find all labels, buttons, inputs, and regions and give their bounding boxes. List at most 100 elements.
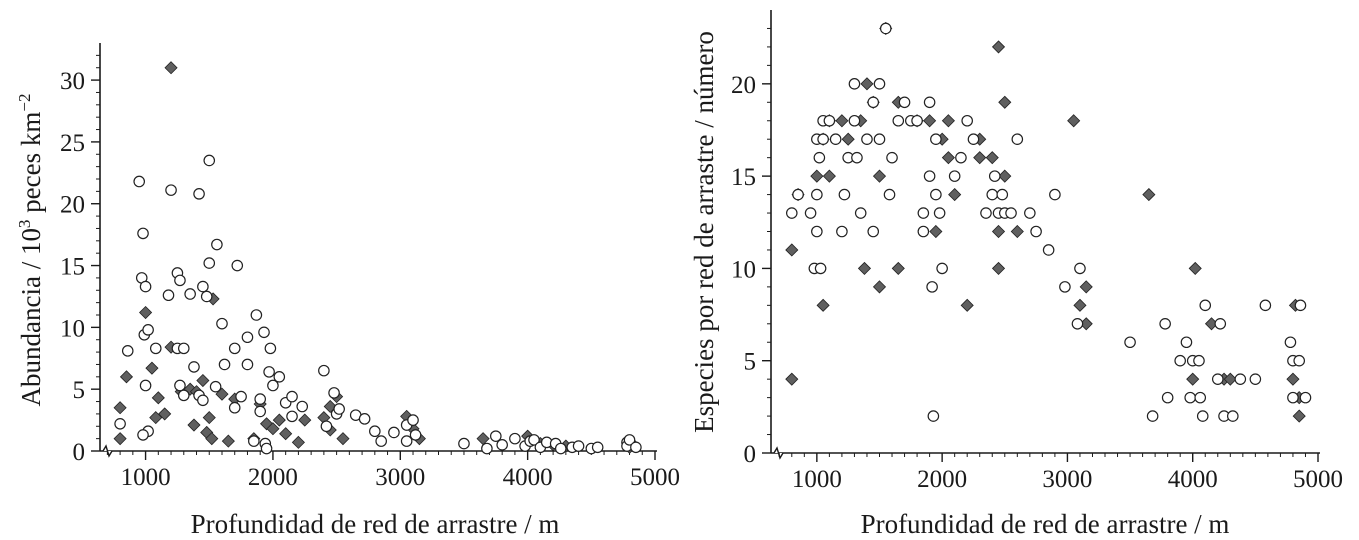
data-point-open-circle [1211, 373, 1224, 385]
y-tick-label: 0 [73, 439, 86, 466]
data-point-open-circle [528, 434, 540, 446]
y-axis-label-exponent: −2 [15, 93, 34, 111]
data-point-open-circle [879, 22, 892, 35]
data-point-open-circle [988, 170, 1001, 182]
chart-species-points [785, 21, 1312, 423]
data-point-filled-diamond [941, 151, 955, 165]
data-point-open-circle [823, 114, 836, 127]
data-point-open-circle [258, 326, 270, 339]
data-point-open-circle [1234, 373, 1247, 385]
data-point-filled-diamond [991, 224, 1006, 239]
data-point-open-circle [218, 358, 231, 371]
data-point-open-circle [1287, 391, 1299, 404]
data-point-open-circle [496, 439, 508, 451]
data-point-filled-diamond [1010, 224, 1024, 239]
data-point-filled-diamond [1223, 372, 1237, 386]
data-point-open-circle [286, 410, 298, 423]
data-point-open-circle [980, 207, 992, 219]
data-point-open-circle [388, 426, 400, 439]
data-point-open-circle [572, 440, 585, 452]
data-point-open-circle [804, 207, 817, 219]
data-point-open-circle [623, 434, 636, 446]
data-point-open-circle [883, 188, 896, 201]
data-point-open-circle [286, 390, 298, 403]
x-tick-label: 3000 [375, 464, 425, 491]
data-point-open-circle [375, 435, 387, 447]
data-point-open-circle [1159, 317, 1171, 330]
data-point-open-circle [996, 188, 1009, 201]
data-point-open-circle [1042, 244, 1055, 256]
data-point-open-circle [851, 151, 863, 164]
data-point-open-circle [814, 262, 827, 275]
data-point-open-circle [886, 151, 898, 164]
data-point-open-circle [955, 151, 967, 164]
chart-species: 1000 2000 3000 4000 5000 0 5 10 15 20 Profundidad… [689, 10, 1343, 539]
chart-abundance-ticks: 1000 2000 3000 4000 5000 0 5 10 15 20 25 30 [60, 54, 680, 491]
y-tick-label: 15 [731, 164, 756, 191]
data-point-open-circle [235, 390, 247, 403]
x-tick-label: 4000 [1168, 466, 1218, 493]
y-axis-label-part: peces km [16, 112, 46, 220]
x-tick-label: 1000 [792, 466, 842, 493]
data-point-open-circle [228, 401, 241, 414]
y-tick-label: 20 [60, 192, 85, 219]
y-axis-label-species: Especies por red de arrastre / número [689, 31, 719, 433]
data-point-open-circle [1174, 354, 1186, 367]
data-point-open-circle [358, 413, 371, 425]
data-point-filled-diamond [202, 411, 216, 425]
data-point-open-circle [481, 442, 493, 455]
data-point-filled-diamond [1188, 261, 1202, 275]
data-point-filled-diamond [1142, 188, 1156, 202]
data-point-open-circle [1194, 391, 1207, 404]
data-point-open-circle [193, 188, 205, 200]
data-point-open-circle [923, 96, 936, 109]
data-point-open-circle [139, 280, 152, 293]
y-tick-label: 10 [60, 315, 85, 342]
data-point-open-circle [260, 442, 273, 455]
data-point-open-circle [149, 342, 162, 355]
data-point-open-circle [1293, 354, 1306, 367]
x-tick-label: 5000 [1293, 466, 1343, 493]
data-point-open-circle [1030, 225, 1042, 238]
y-tick-label: 15 [60, 254, 85, 281]
data-point-filled-diamond [1186, 372, 1200, 386]
y-axis-label-exponent: 3 [15, 220, 34, 229]
data-point-filled-diamond [1079, 280, 1093, 294]
data-point-open-circle [917, 225, 930, 238]
data-point-filled-diamond [841, 132, 855, 146]
data-point-open-circle [785, 207, 798, 219]
data-point-open-circle [203, 154, 216, 167]
data-point-open-circle [174, 379, 186, 392]
x-tick-label: 2000 [248, 464, 298, 491]
data-point-open-circle [263, 366, 275, 378]
data-point-open-circle [184, 288, 196, 300]
data-point-open-circle [811, 225, 823, 238]
data-point-open-circle [930, 133, 942, 146]
data-point-filled-diamond [1067, 114, 1081, 128]
data-point-open-circle [1227, 410, 1239, 422]
data-point-open-circle [967, 133, 980, 146]
axis-break-mark [773, 446, 784, 460]
data-point-open-circle [137, 429, 149, 441]
data-point-open-circle [133, 175, 146, 188]
data-point-open-circle [1005, 207, 1017, 219]
data-point-open-circle [1049, 188, 1061, 201]
y-axis-label-abundance: Abundancia / 103 peces km−2 [15, 93, 46, 406]
data-point-open-circle [216, 317, 228, 330]
data-point-filled-diamond [272, 413, 286, 427]
data-point-filled-diamond [221, 434, 235, 448]
data-point-open-circle [792, 188, 804, 201]
data-point-open-circle [848, 114, 861, 127]
data-point-open-circle [591, 441, 604, 454]
data-point-filled-diamond [872, 169, 887, 183]
data-point-open-circle [926, 281, 938, 293]
data-point-open-circle [121, 345, 134, 357]
y-tick-label: 20 [731, 72, 756, 99]
data-point-filled-diamond [164, 61, 178, 75]
data-point-open-circle [333, 403, 345, 415]
data-point-open-circle [318, 364, 330, 377]
data-point-filled-diamond [113, 401, 127, 415]
data-point-filled-diamond [145, 361, 159, 375]
data-point-open-circle [1024, 207, 1036, 219]
data-point-open-circle [174, 274, 186, 287]
